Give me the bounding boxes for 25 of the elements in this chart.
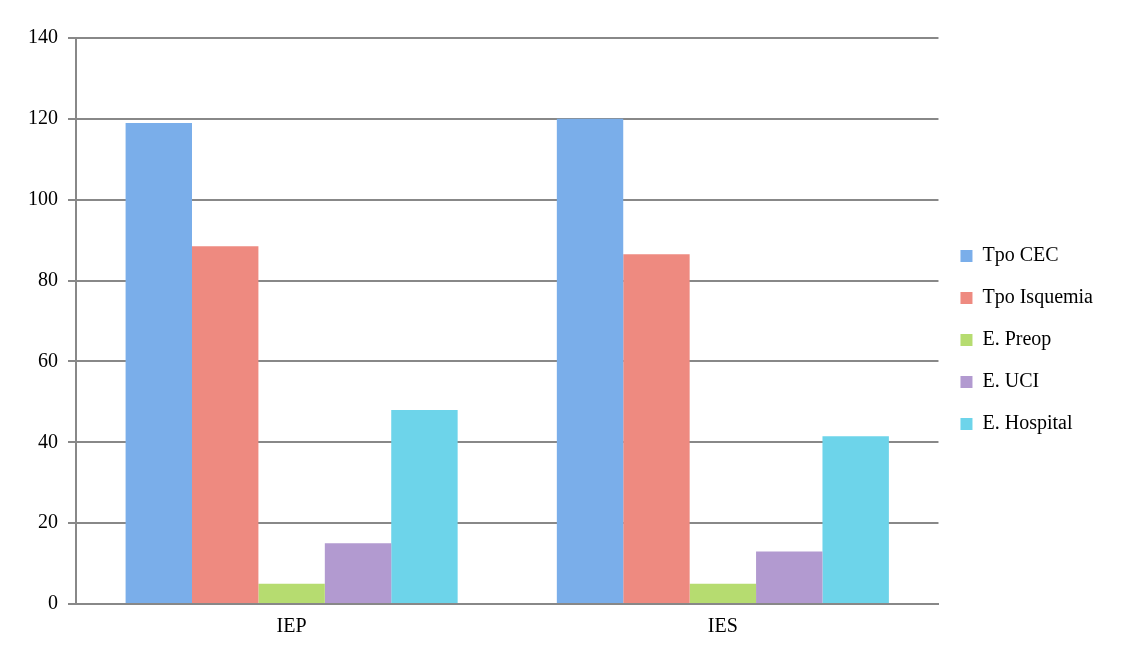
legend-label: E. UCI [982,369,1040,392]
y-tick-label: 40 [38,429,58,452]
bar [822,436,889,603]
y-tick-label: 120 [28,106,58,129]
legend-label: Tpo Isquemia [982,285,1094,309]
y-tick-label: 100 [28,186,58,209]
legend-label: Tpo CEC [982,243,1059,267]
x-tick-label: IES [707,614,738,637]
bar [556,118,624,603]
bar [324,543,392,603]
x-tick-label: IEP [276,614,307,637]
bar [258,583,325,603]
bar [192,246,259,603]
legend-label: E. Hospital [982,411,1073,435]
bar [623,254,690,603]
y-tick-label: 20 [38,510,58,533]
bar [125,122,192,603]
bar [689,583,757,603]
y-tick-label: 0 [48,591,58,614]
y-tick-label: 140 [28,25,58,48]
y-tick-label: 80 [38,267,58,290]
y-tick-label: 60 [38,348,58,371]
bar [391,409,458,603]
legend-label: E. Preop [982,327,1052,351]
bar [756,551,823,603]
